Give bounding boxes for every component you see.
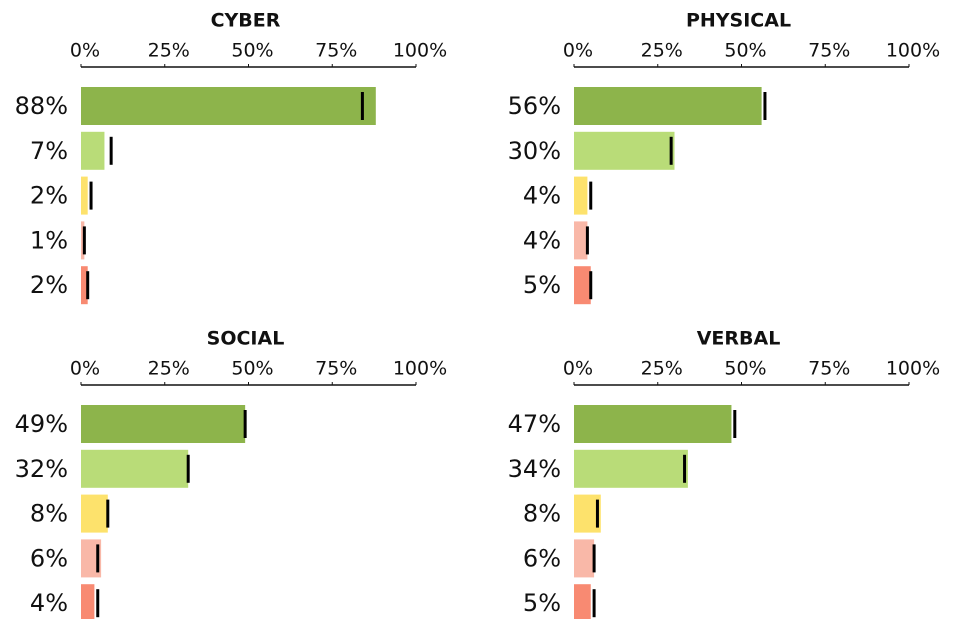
x-tick-label: 0%: [563, 358, 593, 380]
value-label: 6%: [523, 544, 561, 572]
bar: [574, 131, 675, 170]
bar: [81, 584, 95, 619]
x-tick-label: 50%: [724, 358, 766, 380]
value-label: 4%: [523, 182, 561, 210]
value-label: 1%: [30, 226, 68, 254]
panel-title: CYBER: [211, 10, 281, 32]
value-label: 34%: [508, 455, 561, 483]
x-tick-label: 50%: [724, 40, 766, 62]
value-label: 32%: [15, 455, 68, 483]
x-tick-label: 25%: [148, 358, 190, 380]
x-tick-label: 25%: [148, 40, 190, 62]
x-tick-label: 100%: [393, 40, 447, 62]
bar: [574, 221, 588, 260]
bar: [574, 266, 591, 305]
bar: [574, 405, 732, 443]
x-tick-label: 100%: [393, 358, 447, 380]
value-label: 2%: [30, 182, 68, 210]
value-label: 5%: [523, 589, 561, 617]
x-tick-label: 100%: [886, 40, 940, 62]
value-label: 30%: [508, 137, 561, 165]
bar: [574, 176, 588, 215]
value-label: 5%: [523, 271, 561, 299]
x-tick-label: 25%: [641, 358, 683, 380]
x-tick-label: 75%: [315, 40, 357, 62]
bar: [81, 87, 376, 125]
bar: [81, 266, 88, 305]
value-label: 7%: [30, 137, 68, 165]
x-tick-label: 75%: [315, 358, 357, 380]
x-tick-label: 0%: [70, 358, 100, 380]
value-label: 88%: [15, 92, 68, 120]
bar: [81, 221, 85, 260]
bar: [574, 87, 762, 125]
x-tick-label: 0%: [70, 40, 100, 62]
bar: [574, 449, 688, 488]
x-tick-label: 50%: [231, 358, 273, 380]
panel-title: PHYSICAL: [686, 10, 791, 32]
bar: [81, 176, 88, 215]
value-label: 2%: [30, 271, 68, 299]
value-label: 47%: [508, 410, 561, 438]
x-tick-label: 75%: [808, 358, 850, 380]
bar: [574, 539, 595, 578]
x-tick-label: 100%: [886, 358, 940, 380]
value-label: 49%: [15, 410, 68, 438]
bar: [574, 584, 591, 619]
x-tick-label: 25%: [641, 40, 683, 62]
bar: [81, 449, 189, 488]
value-label: 6%: [30, 544, 68, 572]
x-tick-label: 75%: [808, 40, 850, 62]
bar: [81, 131, 105, 170]
panel-title: SOCIAL: [207, 328, 285, 350]
x-tick-label: 50%: [231, 40, 273, 62]
value-label: 4%: [523, 226, 561, 254]
value-label: 56%: [508, 92, 561, 120]
panel-title: VERBAL: [697, 328, 781, 350]
bar: [81, 539, 102, 578]
value-label: 8%: [30, 500, 68, 528]
value-label: 4%: [30, 589, 68, 617]
bar: [81, 405, 246, 443]
bar: [81, 494, 108, 533]
x-tick-label: 0%: [563, 40, 593, 62]
value-label: 8%: [523, 500, 561, 528]
